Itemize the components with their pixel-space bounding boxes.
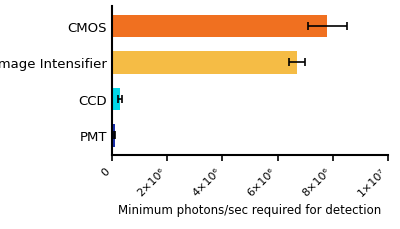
Bar bbox=[112, 125, 115, 147]
Bar bbox=[112, 88, 120, 111]
Bar bbox=[112, 16, 327, 38]
Bar bbox=[112, 52, 297, 74]
X-axis label: Minimum photons/sec required for detection: Minimum photons/sec required for detecti… bbox=[118, 203, 382, 216]
